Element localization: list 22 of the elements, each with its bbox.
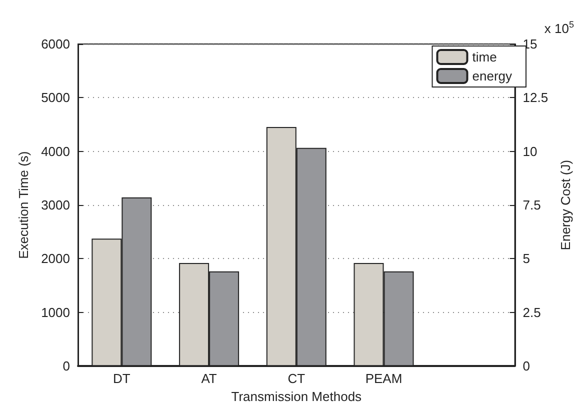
y2-tick-label: 2.5 [522,304,541,320]
y-tick-label: 3000 [41,198,70,213]
y-axis-title: Execution Time (s) [16,151,31,259]
x-tick-label: AT [201,371,217,386]
legend-label: energy [472,68,512,84]
y2-tick-label: 5 [522,251,530,266]
y2-tick-label: 0 [522,358,530,374]
y2-tick-label: 7.5 [522,198,541,213]
y2-tick-label: 10 [522,144,538,159]
x-tick-label: PEAM [365,371,402,386]
y-tick-label: 0 [62,358,70,374]
x-tick-label: CT [288,371,306,386]
x-axis-title: Transmission Methods [231,389,362,404]
y-tick-label: 6000 [41,36,70,52]
y-tick-label: 5000 [41,90,70,106]
y2-axis-title: Energy Cost (J) [558,160,573,250]
y-tick-label: 4000 [41,144,70,159]
x-tick-label: DT [113,371,130,386]
legend-label: time [472,50,497,64]
y2-tick-label: 12.5 [522,90,548,106]
y-tick-label: 1000 [41,304,70,320]
y-tick-label: 2000 [41,251,70,266]
